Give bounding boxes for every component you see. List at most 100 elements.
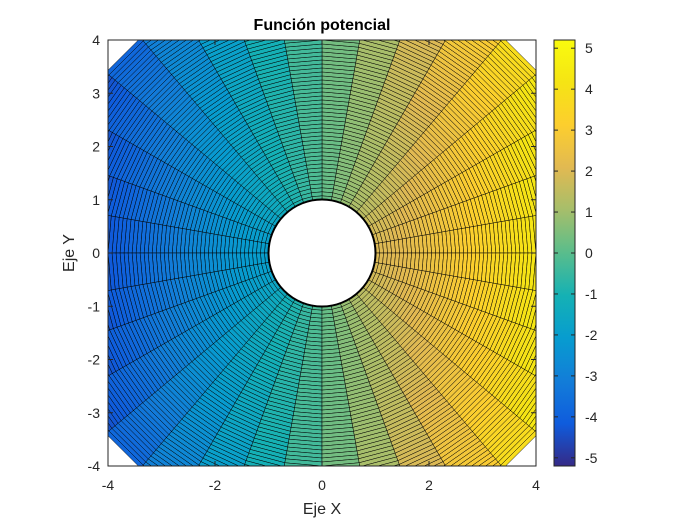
mesh-cell: [243, 464, 252, 466]
mesh-cell: [108, 82, 122, 105]
mesh-cell: [471, 40, 494, 54]
mesh-cell: [522, 289, 536, 328]
y-tick-label: 3: [92, 85, 100, 101]
mesh-cell: [204, 450, 240, 466]
mesh-cell: [142, 40, 145, 42]
mesh-cell: [321, 40, 360, 48]
mesh-cell: [198, 40, 202, 42]
mesh-cell: [492, 40, 502, 45]
mesh-cell: [198, 461, 211, 466]
mesh-cell: [531, 422, 536, 432]
mesh-cell: [321, 462, 360, 466]
x-tick-label: 2: [425, 477, 433, 493]
cylinder-boundary: [267, 198, 377, 308]
mesh-cell: [108, 92, 134, 131]
mesh-cell: [450, 40, 486, 63]
mesh-cell: [519, 394, 536, 422]
mesh-cell: [513, 380, 536, 416]
mesh-cell: [284, 462, 323, 466]
mesh-cell: [142, 40, 152, 45]
mesh-cell: [442, 40, 446, 42]
mesh-cell: [500, 40, 536, 76]
mesh-cell: [492, 461, 502, 466]
mesh-cell: [376, 40, 400, 46]
mesh-cell: [321, 40, 360, 44]
colorbar-tick-label: 2: [585, 163, 593, 179]
mesh-cell: [108, 136, 124, 171]
y-tick-label: -2: [88, 352, 101, 368]
mesh-cell: [464, 40, 491, 57]
mesh-cell: [108, 430, 144, 466]
y-axis-label: Eje Y: [61, 234, 78, 272]
mesh-cell: [534, 323, 536, 331]
colorbar-ticks: -5 -4 -3 -2 -1 0 1 2 3 4 5: [554, 40, 598, 466]
mesh-cell: [516, 387, 536, 419]
mesh-cell: [524, 344, 536, 372]
mesh-cell: [247, 452, 286, 466]
potential-mesh: [108, 40, 536, 466]
mesh-cell: [142, 464, 145, 466]
mesh-cell: [530, 307, 536, 331]
mesh-cell: [499, 40, 502, 42]
colorbar-tick-label: -1: [585, 286, 598, 302]
x-tick-label: -2: [209, 477, 222, 493]
mesh-cell: [361, 40, 399, 50]
mesh-cell: [478, 40, 497, 51]
mesh-cell: [108, 87, 128, 119]
x-axis-label: Eje X: [303, 501, 342, 518]
mesh-cell: [158, 443, 194, 466]
x-tick-label: 0: [318, 477, 326, 493]
mesh-cell: [414, 40, 442, 52]
mesh-cell: [532, 215, 536, 254]
mesh-cell: [284, 40, 323, 44]
mesh-cell: [108, 177, 118, 214]
mesh-cell: [155, 446, 187, 466]
chart-title: Función potencial: [254, 17, 391, 34]
mesh-cell: [108, 40, 144, 76]
mesh-cell: [150, 452, 173, 466]
mesh-cell: [108, 130, 113, 143]
mesh-cell: [510, 375, 536, 414]
mesh-cell: [108, 84, 125, 112]
mesh-cell: [202, 454, 230, 466]
mesh-cell: [500, 430, 536, 466]
mesh-cell: [528, 252, 536, 291]
mesh-cell: [534, 175, 536, 183]
mesh-cell: [531, 363, 536, 376]
y-tick-label: 0: [92, 245, 100, 261]
colorbar-tick-label: 0: [585, 245, 593, 261]
x-tick-label: -4: [102, 477, 115, 493]
y-tick-label: -1: [88, 298, 101, 314]
colorbar-tick-label: 3: [585, 122, 593, 138]
mesh-cell: [244, 460, 268, 466]
y-tick-label: -3: [88, 405, 101, 421]
mesh-cell: [457, 40, 489, 60]
mesh-cell: [392, 464, 401, 466]
mesh-cell: [517, 329, 536, 368]
mesh-cell: [108, 134, 120, 162]
mesh-cell: [520, 335, 536, 370]
mesh-cell: [206, 447, 246, 466]
colorbar-tick-label: 4: [585, 81, 593, 97]
colorbar-tick-label: -5: [585, 450, 598, 466]
y-tick-label: 1: [92, 192, 100, 208]
mesh-cell: [404, 40, 440, 56]
colorbar-tick-label: -4: [585, 409, 598, 425]
mesh-cell: [284, 458, 323, 466]
mesh-cell: [522, 401, 536, 424]
colorbar-tick-label: 5: [585, 40, 593, 56]
mesh-cell: [108, 215, 116, 254]
mesh-cell: [108, 178, 122, 217]
y-tick-label: 4: [92, 32, 100, 48]
mesh-cell: [108, 90, 131, 126]
mesh-cell: [398, 40, 438, 59]
mesh-cell: [108, 215, 112, 254]
mesh-cell: [444, 40, 484, 66]
mesh-cell: [526, 292, 536, 329]
mesh-cell: [499, 464, 502, 466]
colorbar-tick-label: -2: [585, 327, 598, 343]
mesh-cell: [108, 138, 127, 177]
mesh-cell: [433, 40, 446, 45]
